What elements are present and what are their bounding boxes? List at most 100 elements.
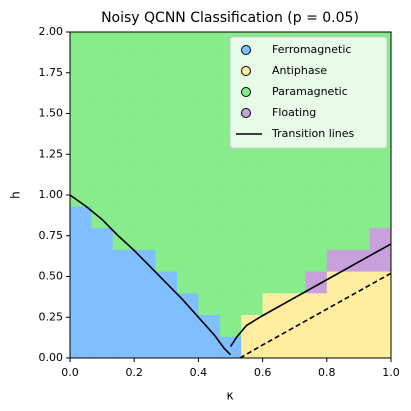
cell: [91, 205, 114, 229]
cell: [305, 249, 328, 272]
cell: [91, 227, 114, 250]
cell: [198, 271, 221, 294]
cell: [70, 292, 92, 316]
cell: [198, 336, 221, 359]
cell: [177, 118, 199, 142]
cell: [155, 32, 178, 55]
cell: [241, 184, 264, 207]
cell: [70, 75, 92, 98]
cell: [91, 249, 114, 272]
cell: [219, 205, 242, 229]
cell: [326, 184, 349, 207]
cell: [91, 292, 114, 316]
cell: [70, 53, 92, 76]
cell: [112, 227, 135, 250]
cell: [369, 271, 392, 294]
cell: [219, 336, 242, 359]
cell: [241, 205, 264, 229]
cell: [262, 162, 285, 185]
cell: [348, 271, 371, 294]
transition-line: [69, 194, 232, 356]
legend-marker: [241, 108, 251, 118]
legend-label: Ferromagnetic: [272, 43, 351, 56]
cell: [112, 97, 135, 120]
cell: [134, 205, 157, 229]
cell: [134, 314, 157, 337]
cell: [155, 249, 178, 272]
legend-label: Paramagnetic: [272, 85, 348, 98]
cell: [198, 314, 221, 337]
cell: [348, 314, 371, 337]
cell: [198, 118, 221, 142]
cell: [134, 227, 157, 250]
cell: [219, 162, 242, 185]
transition-line: [229, 243, 392, 348]
x-tick-label: 0.4: [190, 366, 208, 379]
x-tick-label: 0.2: [125, 366, 143, 379]
cell: [112, 53, 135, 76]
legend-box: [229, 36, 388, 149]
cell: [70, 184, 92, 207]
cell: [219, 314, 242, 337]
cell: [91, 271, 114, 294]
cell: [70, 118, 92, 142]
cell: [348, 336, 371, 359]
cell: [155, 140, 178, 163]
y-tick-label: 1.00: [39, 188, 64, 201]
cell: [198, 162, 221, 185]
cell: [326, 227, 349, 250]
cell: [70, 314, 92, 337]
cell: [348, 184, 371, 207]
cell: [91, 118, 114, 142]
cell: [284, 271, 306, 294]
cell: [112, 118, 135, 142]
cell: [70, 32, 92, 55]
cell: [326, 162, 349, 185]
cell: [177, 271, 199, 294]
cell: [70, 140, 92, 163]
x-tick-label: 0.6: [254, 366, 272, 379]
cell: [348, 227, 371, 250]
cell: [155, 292, 178, 316]
y-axis-label: h: [9, 191, 23, 199]
cell: [155, 184, 178, 207]
y-tick-label: 0.00: [39, 351, 64, 364]
cell: [91, 162, 114, 185]
cell: [70, 227, 92, 250]
cell: [91, 140, 114, 163]
cell: [198, 249, 221, 272]
cell: [219, 249, 242, 272]
transition-line: [239, 272, 392, 359]
x-axis-label: κ: [226, 389, 233, 403]
cell: [91, 184, 114, 207]
cell: [198, 75, 221, 98]
cell: [134, 140, 157, 163]
legend-label: Antiphase: [272, 64, 327, 77]
cell: [326, 249, 349, 272]
cell: [262, 292, 285, 316]
cell: [70, 97, 92, 120]
cell: [155, 118, 178, 142]
cell: [134, 118, 157, 142]
cell: [177, 205, 199, 229]
cell: [134, 292, 157, 316]
x-tick-label: 0.0: [61, 366, 79, 379]
cell: [134, 32, 157, 55]
cell: [198, 97, 221, 120]
y-tick-label: 0.75: [39, 229, 64, 242]
cell: [177, 75, 199, 98]
y-tick-label: 0.50: [39, 270, 64, 283]
cell: [177, 53, 199, 76]
cell: [134, 162, 157, 185]
x-tick-label: 0.8: [318, 366, 336, 379]
cell: [348, 292, 371, 316]
cell: [348, 205, 371, 229]
cell: [198, 292, 221, 316]
cell: [305, 336, 328, 359]
cell: [70, 205, 92, 229]
cell: [305, 205, 328, 229]
cell: [134, 97, 157, 120]
cell: [155, 162, 178, 185]
cell: [112, 336, 135, 359]
cell: [369, 314, 392, 337]
